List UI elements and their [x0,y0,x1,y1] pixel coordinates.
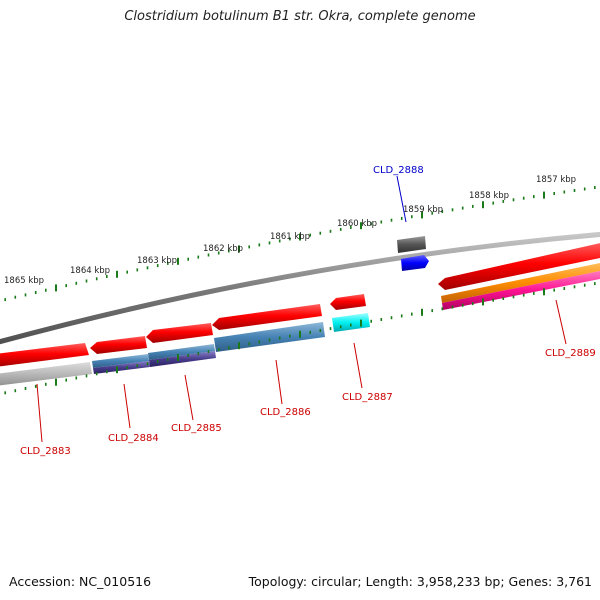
tick-label: 1858 kbp [469,191,509,201]
gene-label-cld-2888[interactable]: CLD_2888 [373,165,424,176]
gene-label-cld-2889[interactable]: CLD_2889 [545,348,596,359]
gene-cld-2884-arrow[interactable] [90,336,147,354]
gene-cld-2886-cog [214,322,325,352]
tick-label: 1859 kbp [403,205,443,215]
gene-label-cld-2885[interactable]: CLD_2885 [171,423,222,434]
leader-cld-2886 [275,359,283,405]
tick-label: 1861 kbp [270,232,310,242]
gene-cld-2888-arrow[interactable] [397,236,426,253]
leader-cld-2889 [555,299,567,345]
genome-backbone [0,231,600,345]
tick-labels: 1865 kbp 1864 kbp 1863 kbp 1862 kbp 1861… [4,175,576,286]
leader-cld-2887 [353,342,363,389]
tick-ring-outer [4,186,596,302]
gene-label-cld-2883[interactable]: CLD_2883 [20,446,71,457]
gene-cld-2889-cog-a [441,263,600,303]
gene-cld-2889-arrow[interactable] [438,242,600,290]
leader-cld-2885 [184,374,194,421]
accession-text: Accession: NC_010516 [9,574,152,589]
genome-title: Clostridium botulinum B1 str. Okra, comp… [124,9,476,24]
tick-ring-inner [4,282,596,395]
gene-cld-2887-arrow[interactable] [330,294,366,310]
gene-cld-2883-arrow[interactable] [0,343,89,367]
gene-label-cld-2887[interactable]: CLD_2887 [342,392,393,403]
gene-cld-2885-cog-b [149,351,216,367]
gene-cld-2883-cog [0,362,92,386]
gene-labels: CLD_2883 CLD_2884 CLD_2885 CLD_2886 CLD_… [20,165,596,457]
gene-cld-2887-cog [332,313,370,332]
gene-cld-2889-cog-b [442,271,600,310]
gene-cld-2886-arrow[interactable] [212,304,322,330]
tick-label: 1857 kbp [536,175,576,185]
genome-summary-text: Topology: circular; Length: 3,958,233 bp… [248,574,592,589]
tick-label: 1860 kbp [337,219,377,229]
tick-label: 1864 kbp [70,266,110,276]
gene-label-cld-2886[interactable]: CLD_2886 [260,407,311,418]
gene-label-leaders [36,175,567,443]
gene-cld-2884-cog-a [92,354,149,368]
gene-cld-2888-cog-arrow[interactable] [401,255,429,271]
gene-cld-2885-cog-a [148,344,215,360]
gene-cld-2885-arrow[interactable] [146,323,213,343]
gene-label-cld-2884[interactable]: CLD_2884 [108,433,159,444]
leader-cld-2883 [36,383,43,443]
leader-cld-2884 [123,383,131,429]
tick-label: 1862 kbp [203,244,243,254]
tick-label: 1863 kbp [137,256,177,266]
leader-cld-2888 [396,175,407,223]
tick-label: 1865 kbp [4,276,44,286]
